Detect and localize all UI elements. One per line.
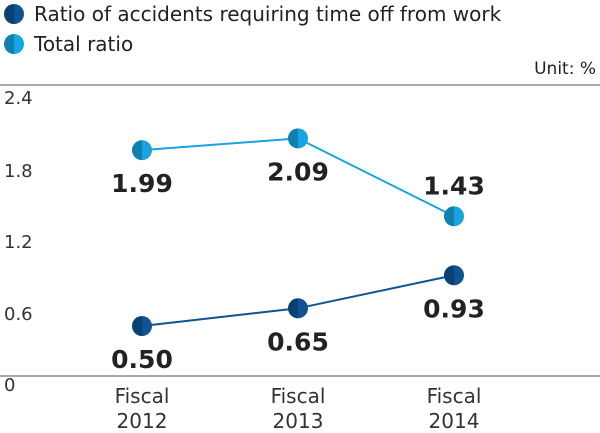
data-point — [444, 206, 464, 227]
data-label: 0.50 — [111, 345, 173, 374]
x-category-label: Fiscal 2012 — [115, 384, 170, 433]
legend-label-lost-time: Ratio of accidents requiring time off fr… — [34, 2, 502, 26]
legend-marker-lost-time — [4, 4, 24, 24]
y-tick-label: 1.2 — [4, 232, 33, 253]
y-tick-label: 0.6 — [4, 304, 33, 325]
legend-marker-total — [4, 34, 24, 54]
y-tick-label: 2.4 — [4, 88, 33, 109]
data-point — [132, 140, 152, 161]
data-label: 0.93 — [423, 294, 485, 323]
legend-marker-circle-0 — [4, 4, 24, 24]
legend-label-total: Total ratio — [33, 32, 133, 56]
data-label: 1.43 — [423, 171, 485, 200]
unit-label: Unit: % — [534, 59, 596, 79]
x-category-label: Fiscal 2013 — [271, 384, 326, 433]
y-tick-label: 1.8 — [4, 161, 33, 182]
series-layer: 0.50 0.65 0.93 1.99 2.09 1.43 — [111, 128, 485, 374]
data-label: 1.99 — [111, 169, 173, 198]
data-label: 2.09 — [267, 157, 329, 186]
data-point — [444, 265, 464, 286]
legend: Ratio of accidents requiring time off fr… — [4, 2, 502, 56]
data-label: 0.65 — [267, 327, 329, 356]
data-point — [288, 128, 308, 149]
y-axis: 0 0.6 1.2 1.8 2.4 — [4, 88, 33, 396]
y-tick-label: 0 — [4, 375, 15, 396]
data-point — [288, 298, 308, 319]
legend-marker-circle-1 — [4, 34, 24, 54]
x-category-label: Fiscal 2014 — [427, 384, 482, 433]
legend-entry-lost-time: Ratio of accidents requiring time off fr… — [4, 2, 502, 26]
data-point — [132, 316, 152, 336]
x-axis-categories: Fiscal 2012 Fiscal 2013 Fiscal 2014 — [115, 384, 482, 433]
legend-entry-total: Total ratio — [4, 32, 133, 56]
